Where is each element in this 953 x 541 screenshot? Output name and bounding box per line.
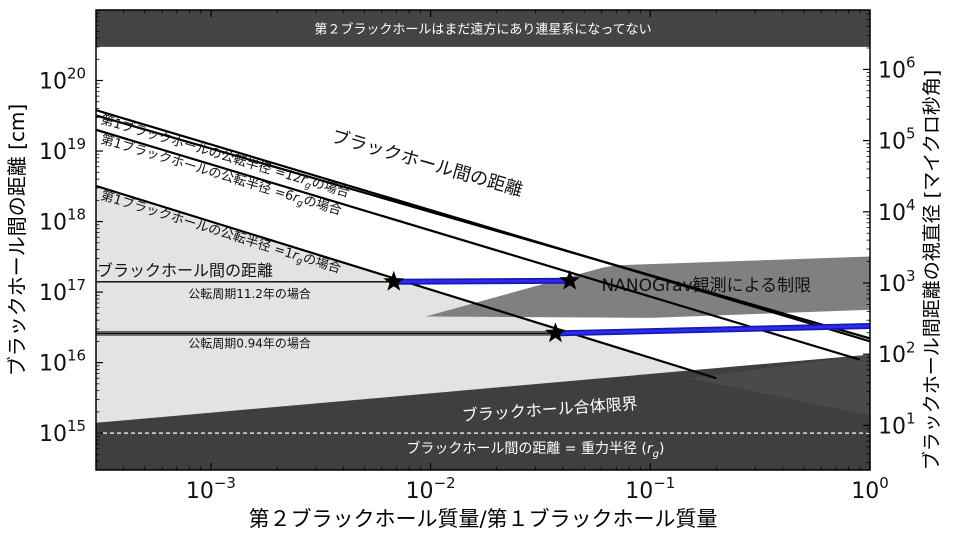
y-tick-label-2: 1017 (39, 276, 86, 306)
period-label-1: 公転周期0.94年の場合 (188, 335, 311, 350)
star-marker-2 (545, 322, 566, 343)
blue-segment-0 (393, 279, 570, 284)
secondary-y-axis-title: ブラックホール間距離の視直径 [マイクロ秒角] (920, 70, 943, 471)
top-band (96, 10, 870, 47)
line-label-0: ブラックホール間の距離 (329, 125, 525, 201)
x-tick-label-3: 100 (851, 474, 889, 504)
y-axis-title: ブラックホール間の距離 [cm] (5, 104, 29, 376)
y-tick-label-3: 1018 (39, 206, 86, 236)
x-tick-label-0: 10−3 (186, 474, 236, 504)
y2-tick-label-4: 105 (878, 125, 916, 155)
y-tick-label-4: 1019 (39, 135, 86, 165)
series-line-2 (96, 128, 861, 361)
merger-limit-region (96, 354, 870, 470)
y2-tick-label-3: 104 (878, 196, 916, 226)
x-axis-title: 第２ブラックホール質量/第１ブラックホール質量 (248, 507, 717, 531)
period-left-label-0: ブラックホール間の距離 (97, 261, 273, 280)
nanograv-limit-region (425, 256, 870, 318)
gravitational-radius-label: ブラックホール間の距離 = 重力半径 (rg) (406, 440, 664, 460)
y-tick-label-1: 1016 (39, 347, 86, 377)
x-tick-label-1: 10−2 (406, 474, 456, 504)
annotation-layer (383, 269, 581, 343)
y2-tick-label-0: 101 (878, 410, 916, 440)
star-marker-1 (559, 269, 581, 290)
y2-tick-label-1: 102 (878, 338, 916, 368)
star-marker-0 (383, 270, 405, 291)
nanograv-limit-label: NANOGrav観測による制限 (602, 276, 812, 296)
y-tick-label-5: 1020 (39, 65, 86, 95)
series-line-1 (96, 109, 870, 343)
series-line-0 (96, 114, 870, 340)
x-tick-label-2: 10−1 (625, 474, 675, 504)
period-label-0: 公転周期11.2年の場合 (188, 286, 311, 301)
blue-segment-1 (555, 324, 870, 335)
y2-tick-label-5: 106 (878, 54, 916, 84)
merger-limit-shade (688, 354, 870, 416)
y2-tick-label-2: 103 (878, 267, 916, 297)
plot-area: 第２ブラックホールはまだ遠方にあり連星系になってないブラックホール合体限界ブラッ… (96, 10, 870, 470)
top-band-label: 第２ブラックホールはまだ遠方にあり連星系になってない (314, 21, 651, 37)
y-tick-label-0: 1015 (39, 417, 86, 447)
